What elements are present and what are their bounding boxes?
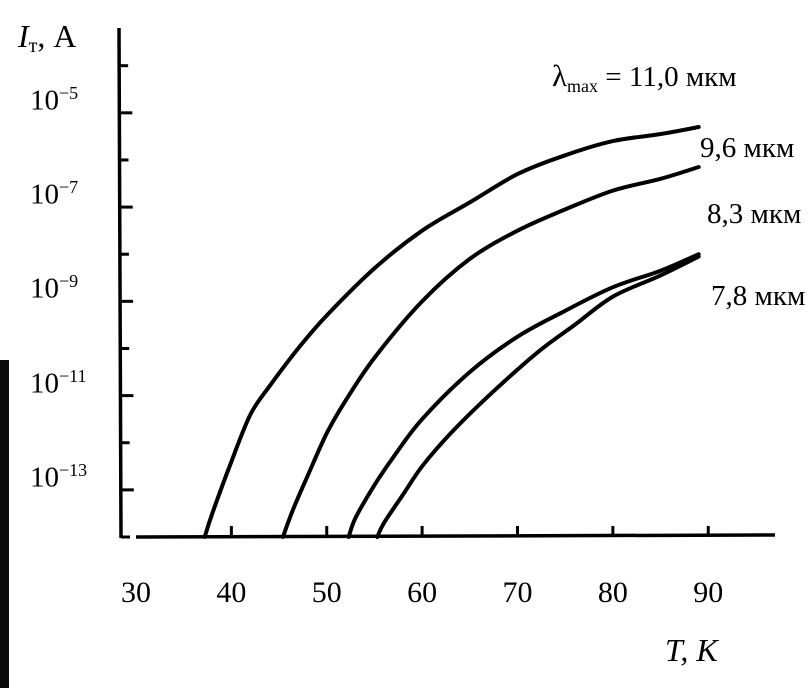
y-axis-line [117,27,123,539]
x-tick-label: 50 [311,576,342,609]
x-tick-label: 80 [597,576,628,609]
curve-series-0 [202,125,701,539]
y-axis-subscript: т [28,35,38,57]
x-axis-line [135,533,776,539]
x-axis-title: T, K [665,632,718,668]
y-axis-symbol: I [18,18,29,54]
curve-label-3: 7,8 мкм [711,280,806,312]
curve-series-1 [280,165,701,539]
scan-edge-shadow [0,360,9,688]
y-tick-label: 10−13 [30,459,88,494]
y-axis-label: Iт, A [18,18,77,58]
x-tick-label: 90 [693,576,724,609]
x-tick-label: 40 [216,576,247,609]
y-tick-label: 10−11 [30,365,87,400]
curve-label-2: 8,3 мкм [707,198,802,230]
y-tick-label: 10−5 [30,82,79,117]
x-tick-label: 30 [121,576,151,609]
axis-ticks [119,64,710,539]
curve-label-0: λmax = 11,0 мкм [552,58,737,96]
x-axis-label: T, K [665,632,718,669]
curve-series-3 [375,254,701,539]
curve-series-2 [346,252,701,539]
y-tick-label: 10−9 [30,271,79,305]
x-tick-label: 70 [502,576,533,609]
y-axis-unit: , A [37,18,77,54]
x-tick-label: 60 [407,576,438,609]
curve-label-1: 9,6 мкм [700,132,795,164]
curves [202,125,701,539]
y-tick-label: 10−7 [30,177,79,211]
axes [117,27,776,539]
